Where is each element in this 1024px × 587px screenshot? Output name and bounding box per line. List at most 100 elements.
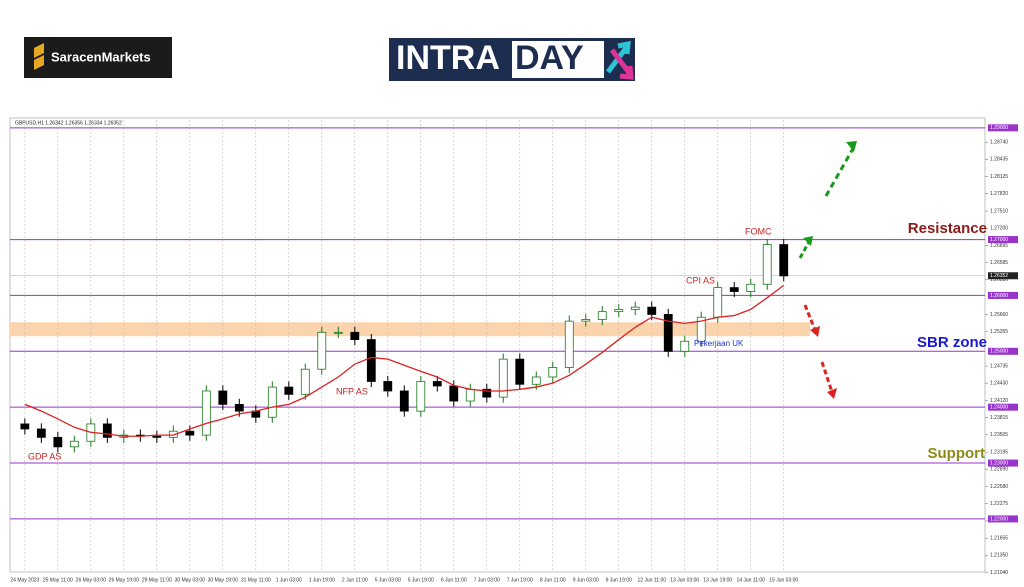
level-label-box bbox=[988, 236, 1018, 244]
candle-body bbox=[201, 390, 211, 436]
candle-body bbox=[20, 423, 30, 430]
y-tick-label: 1.27510 bbox=[990, 208, 1008, 214]
banner-day: DAY bbox=[515, 39, 584, 77]
candle-body bbox=[647, 306, 657, 315]
event-annotation: GDP AS bbox=[28, 451, 61, 461]
y-tick-label: 1.26280 bbox=[990, 277, 1008, 283]
banner-intra: INTRA bbox=[396, 39, 500, 77]
arrow-head bbox=[803, 236, 813, 246]
y-tick-label: 1.23195 bbox=[990, 449, 1008, 455]
y-tick-label: 1.28740 bbox=[990, 140, 1008, 146]
candle-body bbox=[630, 306, 640, 310]
x-tick-label: 9 Jun 03:00 bbox=[573, 577, 599, 583]
x-tick-label: 29 May 11:00 bbox=[142, 577, 172, 583]
candle-body bbox=[399, 390, 409, 412]
event-annotation: FOMC bbox=[745, 226, 772, 236]
y-tick-label: 1.28435 bbox=[990, 157, 1008, 163]
event-annotation: NFP AS bbox=[336, 386, 368, 396]
candle-body bbox=[218, 390, 228, 405]
candle-body bbox=[614, 309, 624, 313]
candle-body bbox=[267, 386, 277, 418]
y-tick-label: 1.22890 bbox=[990, 467, 1008, 473]
candle-body bbox=[36, 428, 46, 438]
arrow-head bbox=[810, 326, 820, 337]
y-tick-label: 1.23815 bbox=[990, 415, 1008, 421]
candle-body bbox=[680, 340, 690, 352]
x-tick-label: 15 Jun 03:00 bbox=[769, 577, 798, 583]
candle-body bbox=[333, 331, 343, 334]
y-tick-label: 1.21040 bbox=[990, 570, 1008, 576]
logo-icon bbox=[34, 43, 44, 70]
candle-body bbox=[762, 244, 772, 285]
candle-body bbox=[581, 319, 591, 322]
plot: 24 May 2023 25 May 11:00 26 May 03:00 26 Ma… bbox=[10, 120, 1018, 583]
y-tick-label: 1.24430 bbox=[990, 380, 1008, 386]
x-tick-label: 30 May 03:00 bbox=[175, 577, 206, 583]
candle-body bbox=[416, 381, 426, 412]
candle-body bbox=[102, 423, 112, 438]
current-price-label: 1.26352 bbox=[990, 273, 1008, 279]
plot-frame bbox=[9, 117, 986, 573]
arrow-bull-long bbox=[824, 144, 857, 197]
saracen-logo: SaracenMarkets bbox=[24, 37, 172, 78]
candle-body bbox=[498, 358, 508, 398]
candle-body bbox=[317, 331, 327, 370]
x-tick-label: 5 Jun 19:00 bbox=[408, 577, 434, 583]
candle-body bbox=[69, 440, 79, 448]
y-tick-label: 1.28125 bbox=[990, 174, 1008, 180]
x-tick-label: 12 Jun 11:00 bbox=[637, 577, 666, 583]
arrow-bear-long bbox=[820, 361, 834, 393]
candle-body bbox=[366, 339, 376, 382]
event-annotation: Pekerjaan UK bbox=[694, 339, 744, 348]
candle-body bbox=[729, 287, 739, 292]
banner-day-box bbox=[512, 41, 604, 78]
candle-body bbox=[185, 430, 195, 436]
candle-body bbox=[564, 320, 574, 368]
level-label-box bbox=[988, 291, 1018, 299]
y-tick-label: 1.27820 bbox=[990, 191, 1008, 197]
arrow-head bbox=[827, 388, 837, 399]
x-tick-label: 2 Jun 11:00 bbox=[342, 577, 368, 583]
x-tick-label: 7 Jun 03:00 bbox=[474, 577, 500, 583]
level-label-box bbox=[988, 515, 1018, 523]
y-tick-label: 1.24735 bbox=[990, 363, 1008, 369]
level-label-box bbox=[988, 403, 1018, 411]
x-tick-label: 26 May 03:00 bbox=[76, 577, 107, 583]
y-tick-label: 1.24120 bbox=[990, 398, 1008, 404]
y-tick-label: 1.22580 bbox=[990, 484, 1008, 490]
logo-text: SaracenMarkets bbox=[51, 49, 151, 64]
level-label-box bbox=[988, 459, 1018, 467]
candle-body bbox=[779, 244, 789, 277]
x-tick-label: 13 Jun 03:00 bbox=[670, 577, 699, 583]
candle-body bbox=[515, 358, 525, 385]
candle-body bbox=[531, 376, 541, 385]
level-label-box bbox=[988, 124, 1018, 132]
candle-body bbox=[465, 388, 475, 402]
candle-body bbox=[383, 381, 393, 392]
zone-label: SBR zone bbox=[917, 334, 987, 351]
y-tick-label: 1.22275 bbox=[990, 501, 1008, 507]
candle-body bbox=[696, 316, 706, 342]
x-tick-label: 6 Jun 11:00 bbox=[441, 577, 467, 583]
level-label: 1.24000 bbox=[990, 405, 1008, 411]
level-label: 1.27000 bbox=[990, 237, 1008, 243]
banner-arrow-down bbox=[610, 48, 634, 80]
x-tick-label: 30 May 19:00 bbox=[208, 577, 239, 583]
x-tick-label: 7 Jun 19:00 bbox=[507, 577, 533, 583]
level-label: 1.22000 bbox=[990, 516, 1008, 522]
candle-body bbox=[53, 436, 63, 448]
x-tick-label: 25 May 11:00 bbox=[43, 577, 73, 583]
candle-body bbox=[350, 331, 360, 340]
symbol-info: GBPUSD,H1 1.26342 1.26356 1.26334 1.2635… bbox=[15, 120, 122, 126]
candle-body bbox=[234, 403, 244, 412]
zone-label: Support bbox=[928, 445, 986, 462]
x-tick-label: 8 Jun 11:00 bbox=[540, 577, 566, 583]
intraday-banner: INTRA DAY bbox=[389, 38, 635, 81]
candle-body bbox=[548, 367, 558, 378]
x-tick-label: 1 Jun 19:00 bbox=[309, 577, 335, 583]
candle-body bbox=[152, 435, 162, 438]
y-tick-label: 1.26895 bbox=[990, 243, 1008, 249]
moving-average bbox=[24, 284, 785, 437]
logo-box bbox=[24, 37, 172, 78]
